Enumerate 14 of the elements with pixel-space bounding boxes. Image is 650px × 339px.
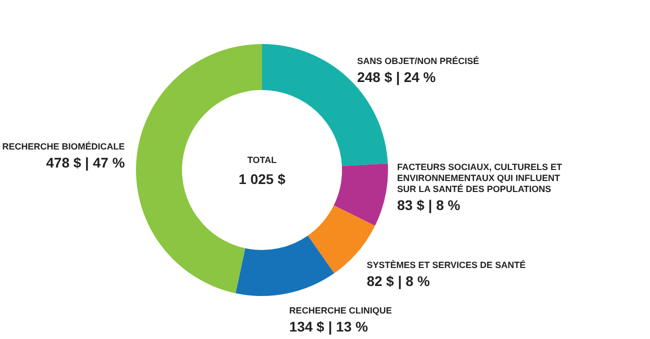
donut-slice <box>236 236 334 296</box>
donut-slice <box>334 164 388 226</box>
data-label: 82 $ | 8 % <box>366 272 430 290</box>
slice-label: RECHERCHE BIOMÉDICALE <box>2 141 125 152</box>
slice-label: FACTEURS SOCIAUX, CULTURELS ET ENVIRONNEMENTAUX QUI INFLUENT SUR LA SANTÉ DES POPULATIONS <box>397 162 562 194</box>
data-label: 134 $ | 13 % <box>289 318 369 336</box>
data-label: 478 $ | 47 % <box>46 154 126 172</box>
slice-label: SYSTÈMES ET SERVICES DE SANTÉ <box>366 260 526 270</box>
text: 1 025 $ <box>238 171 286 187</box>
data-label: 248 $ | 24 % <box>357 68 436 86</box>
slice-label: RECHERCHE CLINIQUE <box>289 305 392 316</box>
slice-label: SANS OBJET/NON PRÉCISÉ <box>357 56 480 66</box>
data-label: 83 $ | 8 % <box>397 196 461 214</box>
text: TOTAL <box>247 155 278 165</box>
